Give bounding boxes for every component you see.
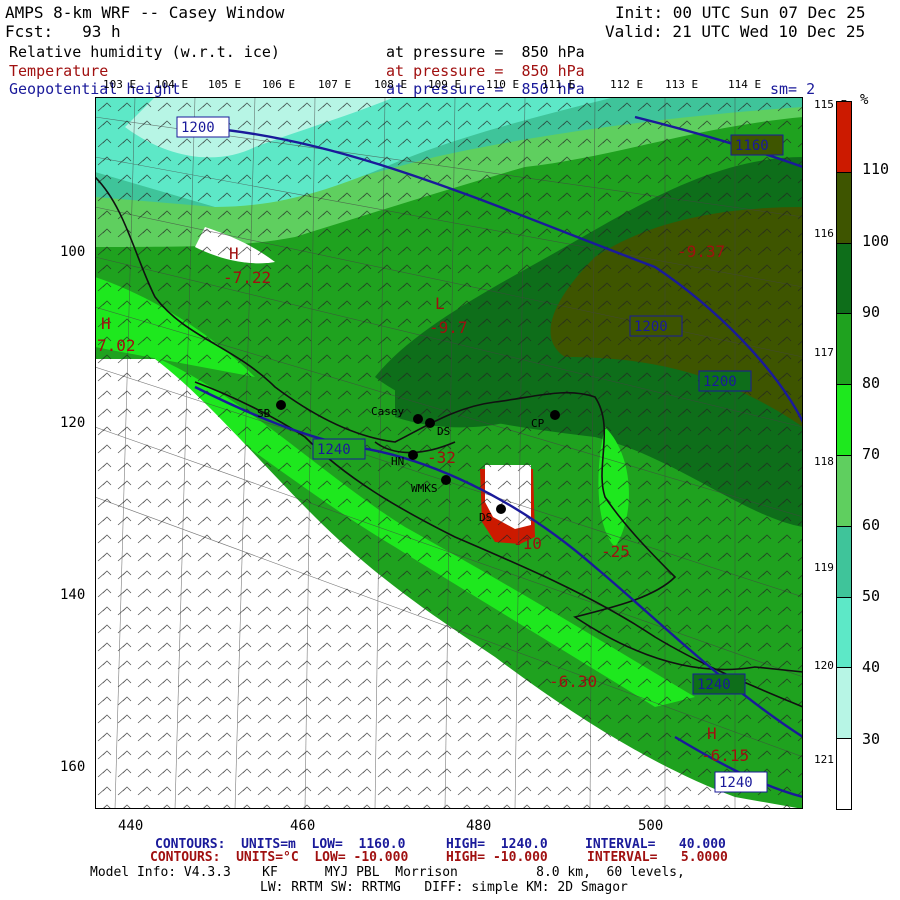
lon-label: 111 E — [542, 78, 576, 91]
contour-label: 1200 — [703, 374, 737, 390]
contour-label: 1240 — [719, 775, 753, 791]
station-label: CP — [531, 417, 545, 430]
rh-map-panel: 1200 1160 1200 1200 1240 1240 1240 H -7.… — [95, 97, 803, 809]
temp-label: H — [707, 724, 717, 743]
forecast-hour: Fcst: 93 h — [5, 22, 121, 41]
temp-label: -6.15 — [701, 746, 749, 765]
field-rh-level: at pressure = 850 hPa — [386, 43, 585, 61]
temp-label: H — [229, 244, 239, 263]
plot-title: AMPS 8-km WRF -- Casey Window — [5, 3, 285, 22]
lon-label: 110 E — [486, 78, 520, 91]
temp-label: -6.30 — [549, 672, 597, 691]
colorbar-label: 30 — [862, 730, 881, 748]
smoothing-label: sm= 2 — [770, 80, 816, 98]
lon-label: 112 E — [610, 78, 644, 91]
colorbar-segment — [837, 243, 851, 315]
y-tick: 100 — [60, 244, 86, 260]
lon-label: 106 E — [262, 78, 296, 91]
colorbar-segment — [837, 385, 851, 456]
temp-label: L — [435, 294, 445, 313]
height-contour-interval: INTERVAL= 40.000 — [585, 837, 726, 852]
contour-label: 1200 — [181, 120, 215, 136]
temp-label: -32 — [427, 448, 456, 467]
colorbar-label: 40 — [862, 658, 881, 676]
field-height-level: at pressure = 850 hPa — [386, 80, 585, 98]
station-label: HN — [391, 455, 404, 468]
height-contour-high: HIGH= 1240.0 — [446, 837, 548, 852]
colorbar-label: 80 — [862, 374, 881, 392]
lon-label: 104 E — [155, 78, 189, 91]
colorbar-segment — [837, 314, 851, 386]
colorbar-segment — [837, 597, 851, 669]
contour-label: 1240 — [697, 677, 731, 693]
y-tick: 140 — [60, 587, 86, 603]
colorbar-label: 70 — [862, 445, 881, 463]
colorbar-segment — [837, 455, 851, 527]
x-tick: 500 — [638, 818, 664, 834]
y-tick: 160 — [60, 759, 86, 775]
station-label: Casey — [371, 405, 404, 418]
field-rh-label: Relative humidity (w.r.t. ice) — [9, 43, 280, 61]
lon-label: 105 E — [208, 78, 242, 91]
valid-time: Valid: 21 UTC Wed 10 Dec 25 — [605, 22, 866, 41]
y-tick: 120 — [60, 415, 86, 431]
temp-label: -9.7 — [429, 318, 468, 337]
colorbar-segment — [837, 739, 851, 809]
model-info: Model Info: V4.3.3 KF MYJ PBL Morrison 8… — [90, 865, 685, 880]
colorbar-label: 60 — [862, 516, 881, 534]
colorbar-unit: % — [860, 92, 869, 108]
colorbar-segment — [837, 102, 851, 173]
lon-label: 113 E — [665, 78, 699, 91]
x-tick: 440 — [118, 818, 144, 834]
lon-label: 108 E — [374, 78, 408, 91]
station-label: WMKS — [411, 482, 438, 495]
x-tick: 480 — [466, 818, 492, 834]
temp-label: -25 — [601, 542, 630, 561]
lon-label: 103 E — [103, 78, 137, 91]
station-label: DS — [479, 511, 492, 524]
temp-contour-interval: INTERVAL= 5.0000 — [587, 850, 728, 865]
colorbar-label: 110 — [862, 160, 890, 178]
temp-contour-info: CONTOURS: UNITS=°C LOW= -10.000 — [150, 850, 409, 865]
lon-label: 114 E — [728, 78, 762, 91]
field-temp-level: at pressure = 850 hPa — [386, 62, 585, 80]
temp-label: -7.22 — [223, 268, 271, 287]
colorbar-label: 90 — [862, 303, 881, 321]
physics-info: LW: RRTM SW: RRTMG DIFF: simple KM: 2D S… — [260, 880, 628, 895]
colorbar — [836, 101, 852, 810]
station-label: SB — [257, 407, 271, 420]
lon-label: 109 E — [428, 78, 462, 91]
temp-label: -9.37 — [677, 242, 725, 261]
temp-label: H — [101, 314, 111, 333]
temp-contour-high: HIGH= -10.000 — [446, 850, 548, 865]
temp-label: -10 — [513, 534, 542, 553]
contour-label: 1200 — [634, 319, 668, 335]
colorbar-segment — [837, 668, 851, 740]
temp-label: 7.02 — [97, 336, 136, 355]
x-tick: 460 — [290, 818, 316, 834]
colorbar-segment — [837, 172, 851, 244]
station-label: DS — [437, 425, 450, 438]
height-contour-info: CONTOURS: UNITS=m LOW= 1160.0 — [155, 837, 406, 852]
field-height-label: Geopotential height — [9, 80, 181, 98]
colorbar-label: 100 — [862, 232, 890, 250]
contour-label: 1240 — [317, 442, 351, 458]
field-temp-label: Temperature — [9, 62, 109, 80]
contour-label: 1160 — [735, 138, 769, 154]
lon-label: 107 E — [318, 78, 352, 91]
colorbar-segment — [837, 526, 851, 598]
init-time: Init: 00 UTC Sun 07 Dec 25 — [615, 3, 866, 22]
colorbar-label: 50 — [862, 587, 881, 605]
